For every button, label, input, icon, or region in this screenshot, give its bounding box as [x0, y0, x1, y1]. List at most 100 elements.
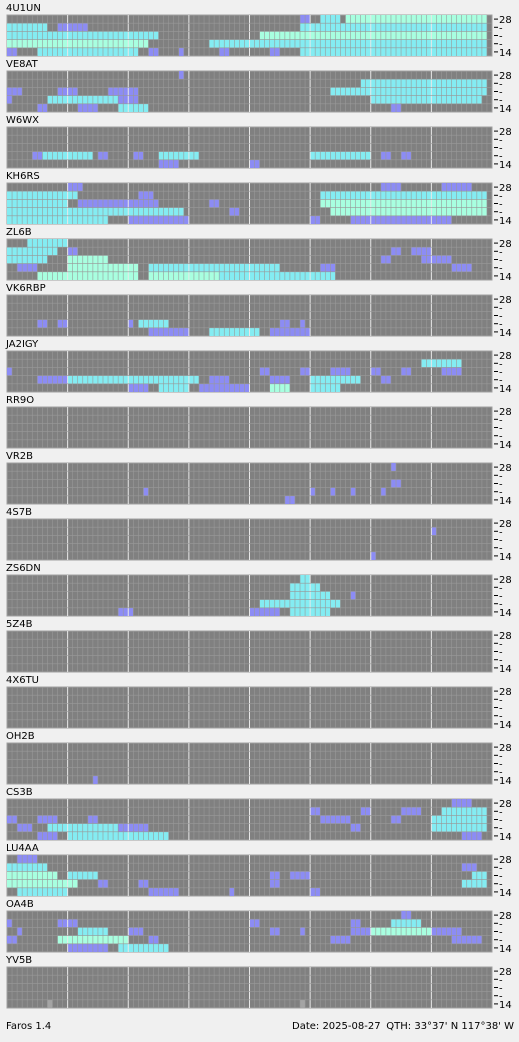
band-label: 14 [499, 944, 512, 955]
band-label: - [499, 88, 503, 99]
signal-cell [300, 23, 487, 32]
band-label: 28 [499, 183, 512, 194]
band-label: - [499, 695, 503, 706]
band-label: - [499, 527, 503, 538]
signal-cell [330, 487, 336, 496]
station-label: 4X6TU [6, 675, 39, 686]
band-label: - [499, 191, 503, 202]
app-version: Faros 1.4 [6, 1021, 51, 1032]
signal-cell [431, 823, 487, 832]
band-label: 28 [499, 687, 512, 698]
station-label: 4U1UN [6, 3, 41, 14]
signal-cell [330, 207, 487, 216]
signal-cell [330, 87, 487, 96]
signal-cell [219, 271, 336, 280]
date: Date: 2025-08-27 [292, 1021, 381, 1032]
band-label: - [499, 152, 503, 163]
station-label: JA2IGY [5, 339, 39, 350]
band-label: 28 [499, 743, 512, 754]
band-label: - [499, 200, 503, 211]
signal-cell [320, 199, 487, 208]
signal-cell [128, 927, 144, 936]
signal-cell [7, 919, 13, 928]
band-label: - [499, 592, 503, 603]
station-label: YV5B [5, 955, 32, 966]
signal-cell [300, 999, 306, 1008]
band-label: - [499, 96, 503, 107]
band-label: 14 [499, 720, 512, 731]
signal-cell [128, 319, 134, 328]
signal-cell [471, 871, 487, 880]
band-label: - [499, 992, 503, 1003]
signal-cell [17, 823, 33, 832]
band-label: - [499, 760, 503, 771]
band-label: - [499, 320, 503, 331]
band-label: - [499, 936, 503, 947]
band-label: 28 [499, 239, 512, 250]
band-label: - [499, 23, 503, 34]
station-label: OH2B [6, 731, 35, 742]
signal-cell [461, 863, 477, 872]
band-label: 28 [499, 15, 512, 26]
signal-cell [7, 207, 184, 216]
band-label: 28 [499, 351, 512, 362]
band-label: - [499, 880, 503, 891]
band-label: 14 [499, 552, 512, 563]
station-label: 4S7B [6, 507, 32, 518]
signal-cell [350, 487, 356, 496]
band-label: - [499, 536, 503, 547]
band-label: 28 [499, 855, 512, 866]
band-label: - [499, 415, 503, 426]
band-label: - [499, 256, 503, 267]
band-label: 28 [499, 463, 512, 474]
band-label: 14 [499, 440, 512, 451]
signal-cell [441, 807, 487, 816]
station-label: VE8AT [6, 59, 39, 70]
signal-cell [67, 183, 83, 192]
band-label: 28 [499, 295, 512, 306]
band-label: 28 [499, 575, 512, 586]
signal-cell [310, 487, 316, 496]
signal-cell [7, 367, 13, 376]
station-label: VK6RBP [6, 283, 46, 294]
signal-cell [7, 95, 13, 104]
station-label: LU4AA [6, 843, 39, 854]
signal-cell [360, 79, 487, 88]
band-label: - [499, 40, 503, 51]
signal-cell [320, 263, 336, 272]
band-label: 14 [499, 160, 512, 171]
band-label: - [499, 704, 503, 715]
band-label: 14 [499, 832, 512, 843]
band-label: 28 [499, 127, 512, 138]
band-label: - [499, 208, 503, 219]
band-label: - [499, 544, 503, 555]
band-label: - [499, 376, 503, 387]
band-label: - [499, 32, 503, 43]
band-label: - [499, 79, 503, 90]
band-label: 28 [499, 911, 512, 922]
band-label: - [499, 312, 503, 323]
band-label: - [499, 368, 503, 379]
band-label: - [499, 975, 503, 986]
band-label: 28 [499, 407, 512, 418]
band-label: 14 [499, 384, 512, 395]
signal-cell [47, 999, 53, 1008]
signal-cell [370, 551, 376, 560]
band-label: - [499, 648, 503, 659]
station-label: ZL6B [6, 227, 32, 238]
band-label: - [499, 247, 503, 258]
band-label: - [499, 359, 503, 370]
band-label: - [499, 600, 503, 611]
band-label: 14 [499, 776, 512, 787]
signal-cell [17, 927, 23, 936]
band-label: 14 [499, 888, 512, 899]
station-label: VR2B [6, 451, 33, 462]
band-label: - [499, 768, 503, 779]
band-label: - [499, 424, 503, 435]
signal-cell [390, 463, 397, 472]
station-label: W6WX [6, 115, 39, 126]
band-label: 14 [499, 216, 512, 227]
signal-cell [380, 487, 386, 496]
band-label: - [499, 863, 503, 874]
band-label: 28 [499, 631, 512, 642]
